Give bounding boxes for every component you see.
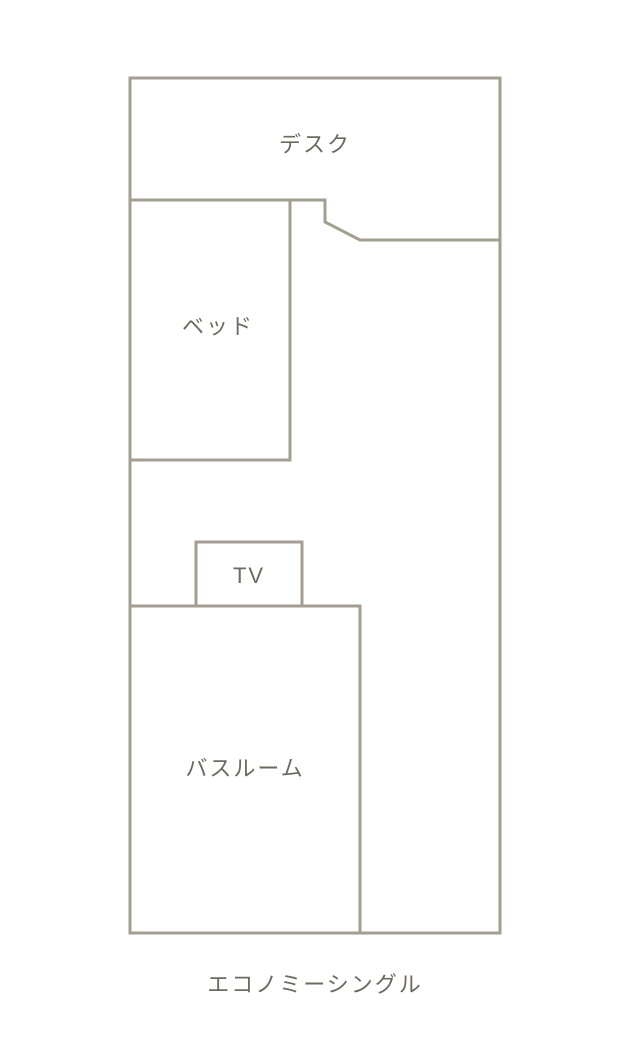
caption: エコノミーシングル <box>207 972 423 997</box>
bathroom-label: バスルーム <box>185 756 304 781</box>
room-outline <box>130 78 500 933</box>
desk-label: デスク <box>279 132 351 157</box>
desk-partition <box>130 200 500 240</box>
bed-label: ベッド <box>182 314 254 339</box>
floor-plan: デスクベッド TV バスルームエコノミーシングル <box>0 0 630 1042</box>
tv-label: TV <box>233 563 265 588</box>
